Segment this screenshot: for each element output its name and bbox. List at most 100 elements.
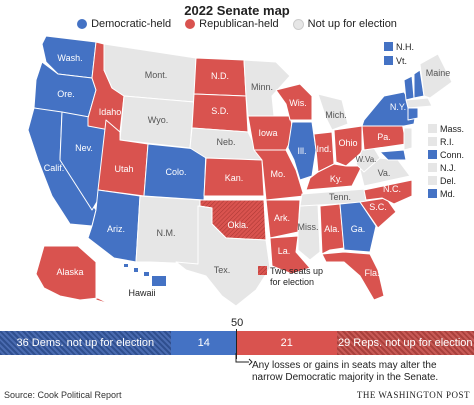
label-nc: N.C. [383, 184, 401, 194]
bar-segment-rep-not-up: 29 Reps. not up for election [336, 331, 474, 355]
state-ga [339, 201, 377, 253]
label-mich: Mich. [325, 110, 347, 120]
label-miss: Miss. [298, 222, 319, 232]
key-box-ri [428, 137, 437, 146]
state-tex [175, 205, 271, 307]
bar-label-dem-not-up: 36 Dems. not up for election [16, 337, 155, 349]
label-maine: Maine [426, 68, 451, 78]
map-title: 2022 Senate map [184, 3, 290, 18]
two-seats-label: Two seats up for election [270, 266, 326, 287]
label-tenn: Tenn. [329, 192, 351, 202]
label-wva: W.Va. [356, 155, 377, 164]
source-credit: Source: Cook Political Report [4, 390, 122, 400]
fifty-marker-line [236, 329, 237, 359]
bar-segment-rep-up: 21 [237, 331, 337, 355]
label-ala: Ala. [324, 224, 340, 234]
key-box-nj [428, 163, 437, 172]
legend-label-rep: Republican-held [199, 18, 279, 30]
label-calif: Calif. [44, 163, 65, 173]
key-box-del [428, 176, 437, 185]
label-iowa: Iowa [258, 128, 277, 138]
state-mass [405, 97, 433, 109]
state-alaska [35, 245, 111, 305]
label-la: La. [278, 246, 291, 256]
label-ill: Ill. [298, 146, 307, 156]
label-sd: S.D. [211, 106, 229, 116]
state-nm [135, 195, 201, 265]
key-label-nj: N.J. [440, 163, 456, 173]
seat-note: Any losses or gains in seats may alter t… [252, 360, 439, 383]
state-nc [363, 179, 413, 205]
state-miss [297, 203, 321, 261]
legend-item-none: Not up for election [292, 18, 397, 30]
bar-label-dem-up: 14 [197, 337, 210, 349]
two-seats-swatch [258, 266, 267, 275]
label-nev: Nev. [75, 143, 93, 153]
dem-dot-icon [77, 19, 88, 29]
state-wis [275, 83, 313, 121]
rep-dot-icon [185, 19, 196, 29]
legend-label-dem: Democratic-held [91, 18, 172, 30]
note-arrow-icon [235, 353, 253, 366]
label-wash: Wash. [57, 53, 82, 63]
key-label-del: Del. [440, 176, 456, 186]
state-fla [321, 251, 385, 301]
state-hawaii [124, 264, 166, 286]
key-box-conn [428, 150, 437, 159]
label-kan: Kan. [225, 173, 244, 183]
bar-segment-dem-up: 14 [170, 331, 237, 355]
label-okla: Okla. [227, 220, 248, 230]
legend-item-dem: Democratic-held [77, 18, 171, 30]
label-pa: Pa. [377, 132, 391, 142]
state-minn [243, 59, 291, 117]
bar-segment-dem-not-up: 36 Dems. not up for election [0, 331, 171, 355]
label-sc: S.C. [369, 202, 387, 212]
state-ky [305, 163, 363, 191]
label-ny: N.Y. [390, 102, 406, 112]
label-ky: Ky. [330, 174, 342, 184]
key-label-vt: Vt. [396, 56, 407, 66]
bar-label-rep-up: 21 [280, 337, 293, 349]
label-ore: Ore. [57, 89, 75, 99]
key-box-vt [384, 56, 393, 65]
state-kan [203, 157, 265, 197]
key-box-mass [428, 124, 437, 133]
label-mo: Mo. [270, 169, 285, 179]
label-tex: Tex. [214, 265, 231, 275]
state-conn [407, 107, 419, 121]
label-utah: Utah [114, 164, 133, 174]
label-nm: N.M. [157, 228, 176, 238]
label-ohio: Ohio [338, 138, 357, 148]
legend: Democratic-held Republican-held Not up f… [0, 18, 474, 30]
state-maine [419, 53, 453, 99]
label-minn: Minn. [251, 82, 273, 92]
none-dot-icon [292, 18, 304, 30]
label-alaska: Alaska [56, 267, 83, 277]
label-wyo: Wyo. [148, 115, 168, 125]
state-md [379, 149, 407, 161]
label-ga: Ga. [351, 224, 366, 234]
legend-item-rep: Republican-held [185, 18, 279, 30]
state-nj [403, 127, 413, 151]
label-ark: Ark. [274, 213, 290, 223]
state-sc [359, 197, 397, 229]
label-neb: Neb. [216, 137, 235, 147]
label-ind: Ind. [316, 144, 331, 154]
key-label-nh: N.H. [396, 42, 414, 52]
state-vt [403, 75, 415, 101]
label-nd: N.D. [211, 71, 229, 81]
label-ariz: Ariz. [107, 224, 125, 234]
key-label-ri: R.I. [440, 137, 454, 147]
key-label-conn: Conn. [440, 150, 464, 160]
publisher-credit: THE WASHINGTON POST [356, 390, 470, 400]
label-va: Va. [378, 168, 391, 178]
state-mich [317, 93, 349, 131]
label-wis: Wis. [289, 98, 307, 108]
bar-label-rep-not-up: 29 Reps. not up for election [337, 337, 473, 349]
key-label-mass: Mass. [440, 124, 464, 134]
label-colo: Colo. [165, 167, 186, 177]
key-box-nh [384, 42, 393, 51]
key-label-md: Md. [440, 189, 455, 199]
label-idaho: Idaho [99, 107, 122, 117]
